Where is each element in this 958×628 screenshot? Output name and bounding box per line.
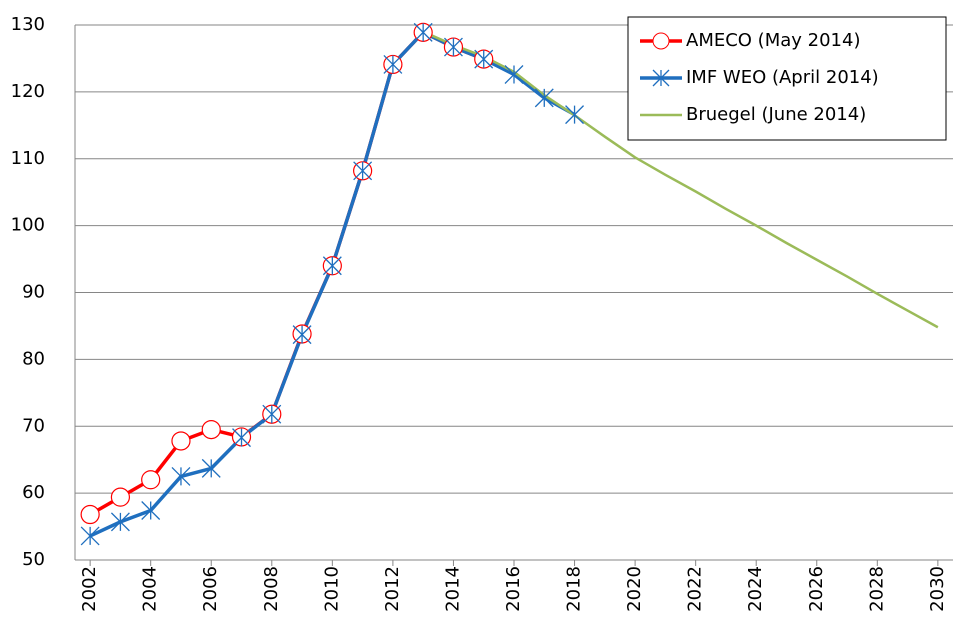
x-tick-label: 2008 [261,566,282,612]
y-tick-label: 60 [22,482,45,503]
marker-stroke [474,49,494,69]
y-tick-label: 130 [11,14,45,35]
x-tick-label: 2012 [382,566,403,612]
marker-stroke [262,404,282,424]
marker-stroke [110,512,130,532]
marker-stroke [443,37,463,57]
x-tick-label: 2030 [927,566,948,612]
x-tick-label: 2002 [79,566,100,612]
marker-stroke [80,526,100,546]
legend-label: AMECO (May 2014) [686,30,860,51]
marker [474,49,494,69]
x-tick-label: 2014 [442,566,463,612]
x-tick-label: 2024 [745,566,766,612]
marker-stroke [292,325,312,345]
marker-stroke [534,88,554,108]
y-tick-label: 90 [22,282,45,303]
x-tick-label: 2026 [806,566,827,612]
marker [201,419,221,440]
marker [565,105,585,125]
marker [413,22,433,42]
marker [232,428,251,448]
marker [171,431,191,451]
marker [292,325,312,345]
marker-stroke [201,458,221,478]
marker-stroke [353,161,373,181]
x-tick-label: 2028 [866,566,887,612]
marker [504,65,524,84]
y-tick-label: 100 [11,215,45,236]
marker [443,37,463,57]
x-tick-label: 2020 [624,566,645,612]
marker [80,526,100,546]
marker-stroke [141,501,161,520]
y-tick-label: 120 [11,81,45,102]
marker [262,404,282,424]
marker [110,512,130,532]
y-tick-label: 80 [22,348,45,369]
y-tick-label: 50 [22,549,45,570]
marker [141,470,161,490]
marker [80,504,100,525]
marker-stroke [383,54,403,74]
marker-stroke [504,65,524,84]
marker [201,458,221,478]
legend-label: Bruegel (June 2014) [686,104,866,125]
marker-stroke [322,256,342,276]
x-tick-label: 2016 [503,566,524,612]
marker-stroke [171,466,191,486]
x-tick-label: 2022 [685,566,706,612]
marker [110,487,131,507]
x-tick-label: 2004 [140,566,161,612]
marker-stroke [232,428,251,448]
y-tick-label: 70 [22,415,45,436]
x-tick-label: 2010 [321,566,342,612]
marker-stroke [413,22,433,42]
legend-marker [652,32,670,50]
legend-label: IMF WEO (April 2014) [686,67,879,88]
marker-stroke [565,105,585,125]
x-tick-label: 2006 [200,566,221,612]
x-tick-label: 2018 [564,566,585,612]
marker [141,501,161,520]
marker [353,161,373,181]
marker [322,256,342,276]
marker [383,54,403,74]
marker [534,88,554,108]
legend-marker [652,69,670,87]
y-tick-label: 110 [11,148,45,169]
marker [171,466,191,486]
